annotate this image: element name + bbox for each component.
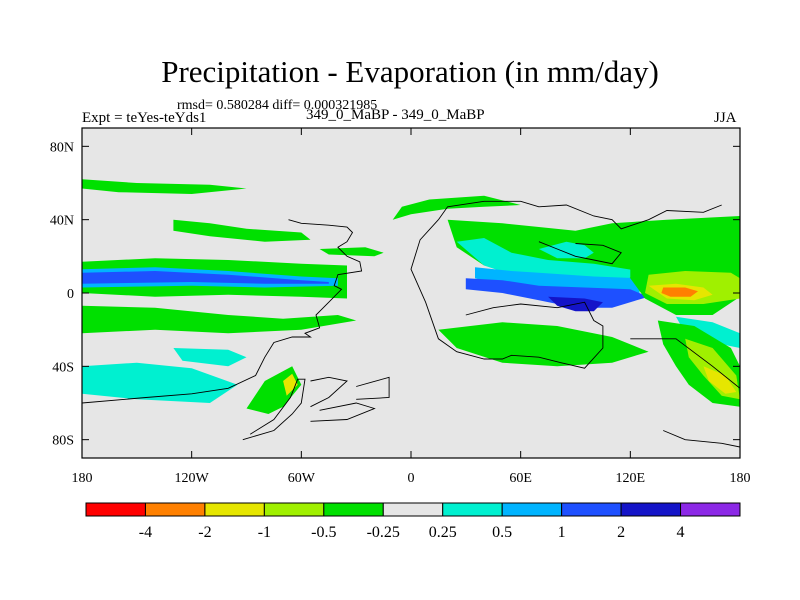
x-tick-label: 60E — [509, 471, 532, 486]
y-axis: 80N 40N 0 40S 80S — [50, 140, 740, 449]
colorbar-box-5 — [382, 502, 444, 517]
x-tick-label: 60W — [288, 471, 316, 486]
colorbar-box-2 — [204, 502, 265, 517]
coastline-9 — [663, 430, 740, 448]
colorbar-label: -0.25 — [367, 524, 400, 541]
y-tick-label: 80N — [50, 140, 74, 155]
chart-title: Precipitation - Evaporation (in mm/day) — [161, 54, 659, 89]
field-region-1 — [82, 305, 357, 334]
colorbar-box-10 — [680, 502, 741, 517]
field-region-3 — [82, 271, 329, 284]
field-region-27 — [703, 366, 737, 394]
coastline-6 — [410, 219, 604, 369]
x-tick-label: 0 — [408, 471, 415, 486]
coastline-4 — [356, 376, 390, 400]
field-region-19 — [538, 241, 594, 259]
y-tick-label: 0 — [67, 287, 74, 302]
field-region-5 — [173, 219, 311, 242]
coastlines — [82, 200, 740, 448]
stats-label: rmsd= 0.580284 diff= 0.000321985 — [177, 98, 378, 113]
y-tick-label: 80S — [52, 434, 74, 449]
colorbar: -4 -2 -1 -0.5 -0.25 0.25 0.5 1 2 4 — [85, 502, 741, 541]
coastline-0 — [82, 219, 363, 404]
colorbar-label: 0.5 — [492, 524, 512, 541]
x-tick-label: 180 — [72, 471, 93, 486]
y-tick-label: 40N — [50, 214, 74, 229]
field-region-10 — [319, 247, 384, 257]
x-tick-label: 120W — [175, 471, 210, 486]
x-tick-label: 120E — [616, 471, 646, 486]
coastline-1 — [242, 378, 306, 441]
colorbar-label: -1 — [258, 524, 271, 541]
field-region-24 — [676, 316, 740, 348]
colorbar-label: 2 — [617, 524, 625, 541]
season-label: JJA — [714, 110, 737, 126]
coastline-8 — [630, 338, 740, 389]
colorbar-label: -4 — [139, 524, 152, 541]
colorbar-label: 0.25 — [429, 524, 457, 541]
coastline-2 — [310, 376, 348, 408]
field-regions — [82, 179, 740, 414]
colorbar-box-1 — [144, 502, 206, 517]
field-region-7 — [173, 348, 247, 367]
field-region-14 — [465, 278, 649, 308]
colorbar-box-7 — [501, 502, 563, 517]
experiment-label: Expt = teYes-teYds1 — [82, 110, 207, 126]
colorbar-box-3 — [263, 502, 325, 517]
x-axis: 180 120W 60W 0 60E 120E 180 — [72, 128, 751, 486]
field-region-4 — [82, 179, 247, 194]
colorbar-label: 4 — [677, 524, 685, 541]
colorbar-box-8 — [561, 502, 622, 517]
colorbar-box-6 — [442, 502, 503, 517]
colorbar-box-4 — [323, 502, 384, 517]
coastline-3 — [310, 402, 376, 422]
field-region-23 — [661, 287, 698, 297]
y-tick-label: 40S — [52, 360, 74, 375]
colorbar-label: 1 — [558, 524, 566, 541]
coastline-7 — [538, 241, 622, 265]
x-tick-label: 180 — [730, 471, 751, 486]
colorbar-box-9 — [620, 502, 682, 517]
coastline-5 — [438, 200, 722, 230]
runs-label: 349_0_MaBP - 349_0_MaBP — [306, 107, 485, 123]
field-region-9 — [283, 373, 298, 396]
colorbar-label: -2 — [198, 524, 211, 541]
colorbar-box-0 — [85, 502, 146, 517]
colorbar-label: -0.5 — [311, 524, 336, 541]
field-region-18 — [392, 195, 521, 220]
field-region-12 — [456, 238, 640, 284]
